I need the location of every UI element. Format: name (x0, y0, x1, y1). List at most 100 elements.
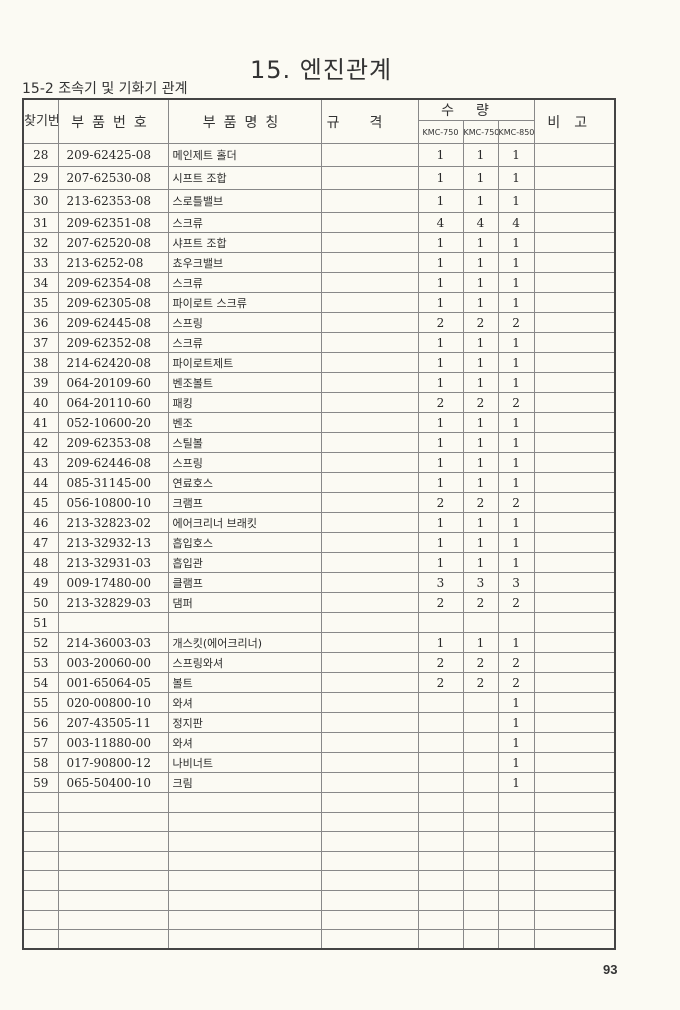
part-number: 209-62354-08 (57, 272, 169, 293)
row-no: 40 (22, 392, 59, 413)
page-number: 93 (603, 962, 618, 977)
row-no: 32 (22, 232, 59, 253)
row-no: 31 (22, 212, 59, 233)
part-name: 파이로트제트 (167, 352, 322, 373)
row-no: 43 (22, 452, 59, 473)
table-row: 57 003-11880-00 와셔 1 (22, 732, 616, 753)
row-no: 59 (22, 772, 59, 793)
row-no: 57 (22, 732, 59, 753)
part-number: 213-32829-03 (57, 592, 169, 613)
empty-cell (533, 811, 616, 833)
row-no: 52 (22, 632, 59, 653)
part-number: 209-62446-08 (57, 452, 169, 473)
quantity-cell: 1 (417, 512, 464, 533)
empty-cell (533, 792, 616, 813)
quantity-cell: 2 (497, 312, 535, 333)
empty-cell (497, 929, 535, 950)
row-no: 53 (22, 652, 59, 673)
table-row: 33 213-6252-08 쵸우크밸브 1 1 1 (22, 252, 616, 273)
empty-cell (533, 870, 616, 891)
row-no: 38 (22, 352, 59, 373)
empty-cell (462, 811, 499, 833)
quantity-cell (462, 692, 499, 713)
remark-cell (533, 412, 616, 433)
empty-cell (462, 831, 499, 852)
quantity-cell: 1 (497, 189, 535, 213)
part-name: 스프링 (167, 452, 322, 473)
empty-cell (497, 831, 535, 852)
empty-cell (417, 792, 464, 813)
row-no: 45 (22, 492, 59, 513)
part-name: 스크류 (167, 272, 322, 293)
row-no: 36 (22, 312, 59, 333)
quantity-cell: 1 (462, 143, 499, 167)
row-no: 44 (22, 472, 59, 493)
part-name: 크림 (167, 772, 322, 793)
spec-cell (320, 332, 419, 353)
empty-row (22, 792, 616, 813)
part-name: 스프링 (167, 312, 322, 333)
table-row: 51 (22, 612, 616, 633)
quantity-cell: 1 (497, 712, 535, 733)
spec-cell (320, 572, 419, 593)
empty-cell (497, 792, 535, 813)
quantity-cell: 1 (497, 732, 535, 753)
quantity-cell (417, 752, 464, 773)
empty-cell (57, 889, 169, 911)
remark-cell (533, 472, 616, 493)
row-no: 30 (22, 189, 59, 213)
empty-cell (320, 831, 419, 852)
quantity-cell: 1 (462, 352, 499, 373)
empty-cell (320, 929, 419, 950)
quantity-cell: 1 (417, 472, 464, 493)
remark-cell (533, 492, 616, 513)
quantity-cell: 3 (497, 572, 535, 593)
part-number: 003-20060-00 (57, 652, 169, 673)
table-row: 52 214-36003-03 개스킷(에어크리너) 1 1 1 (22, 632, 616, 653)
row-no: 35 (22, 292, 59, 313)
remark-cell (533, 592, 616, 613)
empty-cell (57, 929, 169, 950)
empty-cell (57, 831, 169, 852)
empty-cell (533, 831, 616, 852)
quantity-cell: 2 (417, 312, 464, 333)
quantity-cell: 1 (417, 232, 464, 253)
remark-cell (533, 452, 616, 473)
part-name: 정지판 (167, 712, 322, 733)
quantity-cell: 1 (417, 552, 464, 573)
quantity-cell: 2 (462, 672, 499, 693)
quantity-cell: 1 (417, 412, 464, 433)
row-no: 41 (22, 412, 59, 433)
row-no: 55 (22, 692, 59, 713)
empty-row (22, 929, 616, 950)
part-number: 017-90800-12 (57, 752, 169, 773)
part-name: 개스킷(에어크리너) (167, 632, 322, 653)
remark-cell (533, 552, 616, 573)
empty-cell (22, 811, 59, 833)
remark-cell (533, 312, 616, 333)
quantity-cell: 1 (497, 166, 535, 190)
part-number: 209-62353-08 (57, 432, 169, 453)
remark-cell (533, 292, 616, 313)
empty-cell (22, 929, 59, 950)
remark-cell (533, 352, 616, 373)
quantity-cell (417, 772, 464, 793)
table-row: 45 056-10800-10 크램프 2 2 2 (22, 492, 616, 513)
empty-cell (462, 870, 499, 891)
part-number (57, 612, 169, 633)
spec-cell (320, 272, 419, 293)
empty-cell (22, 870, 59, 891)
spec-cell (320, 612, 419, 633)
spec-cell (320, 592, 419, 613)
part-number: 209-62305-08 (57, 292, 169, 313)
part-name: 볼트 (167, 672, 322, 693)
quantity-cell: 1 (497, 412, 535, 433)
row-no: 37 (22, 332, 59, 353)
part-name: 패킹 (167, 392, 322, 413)
quantity-cell: 1 (462, 272, 499, 293)
quantity-cell: 1 (417, 189, 464, 213)
quantity-cell: 2 (462, 392, 499, 413)
empty-cell (167, 850, 322, 872)
empty-cell (417, 909, 464, 931)
remark-cell (533, 772, 616, 793)
